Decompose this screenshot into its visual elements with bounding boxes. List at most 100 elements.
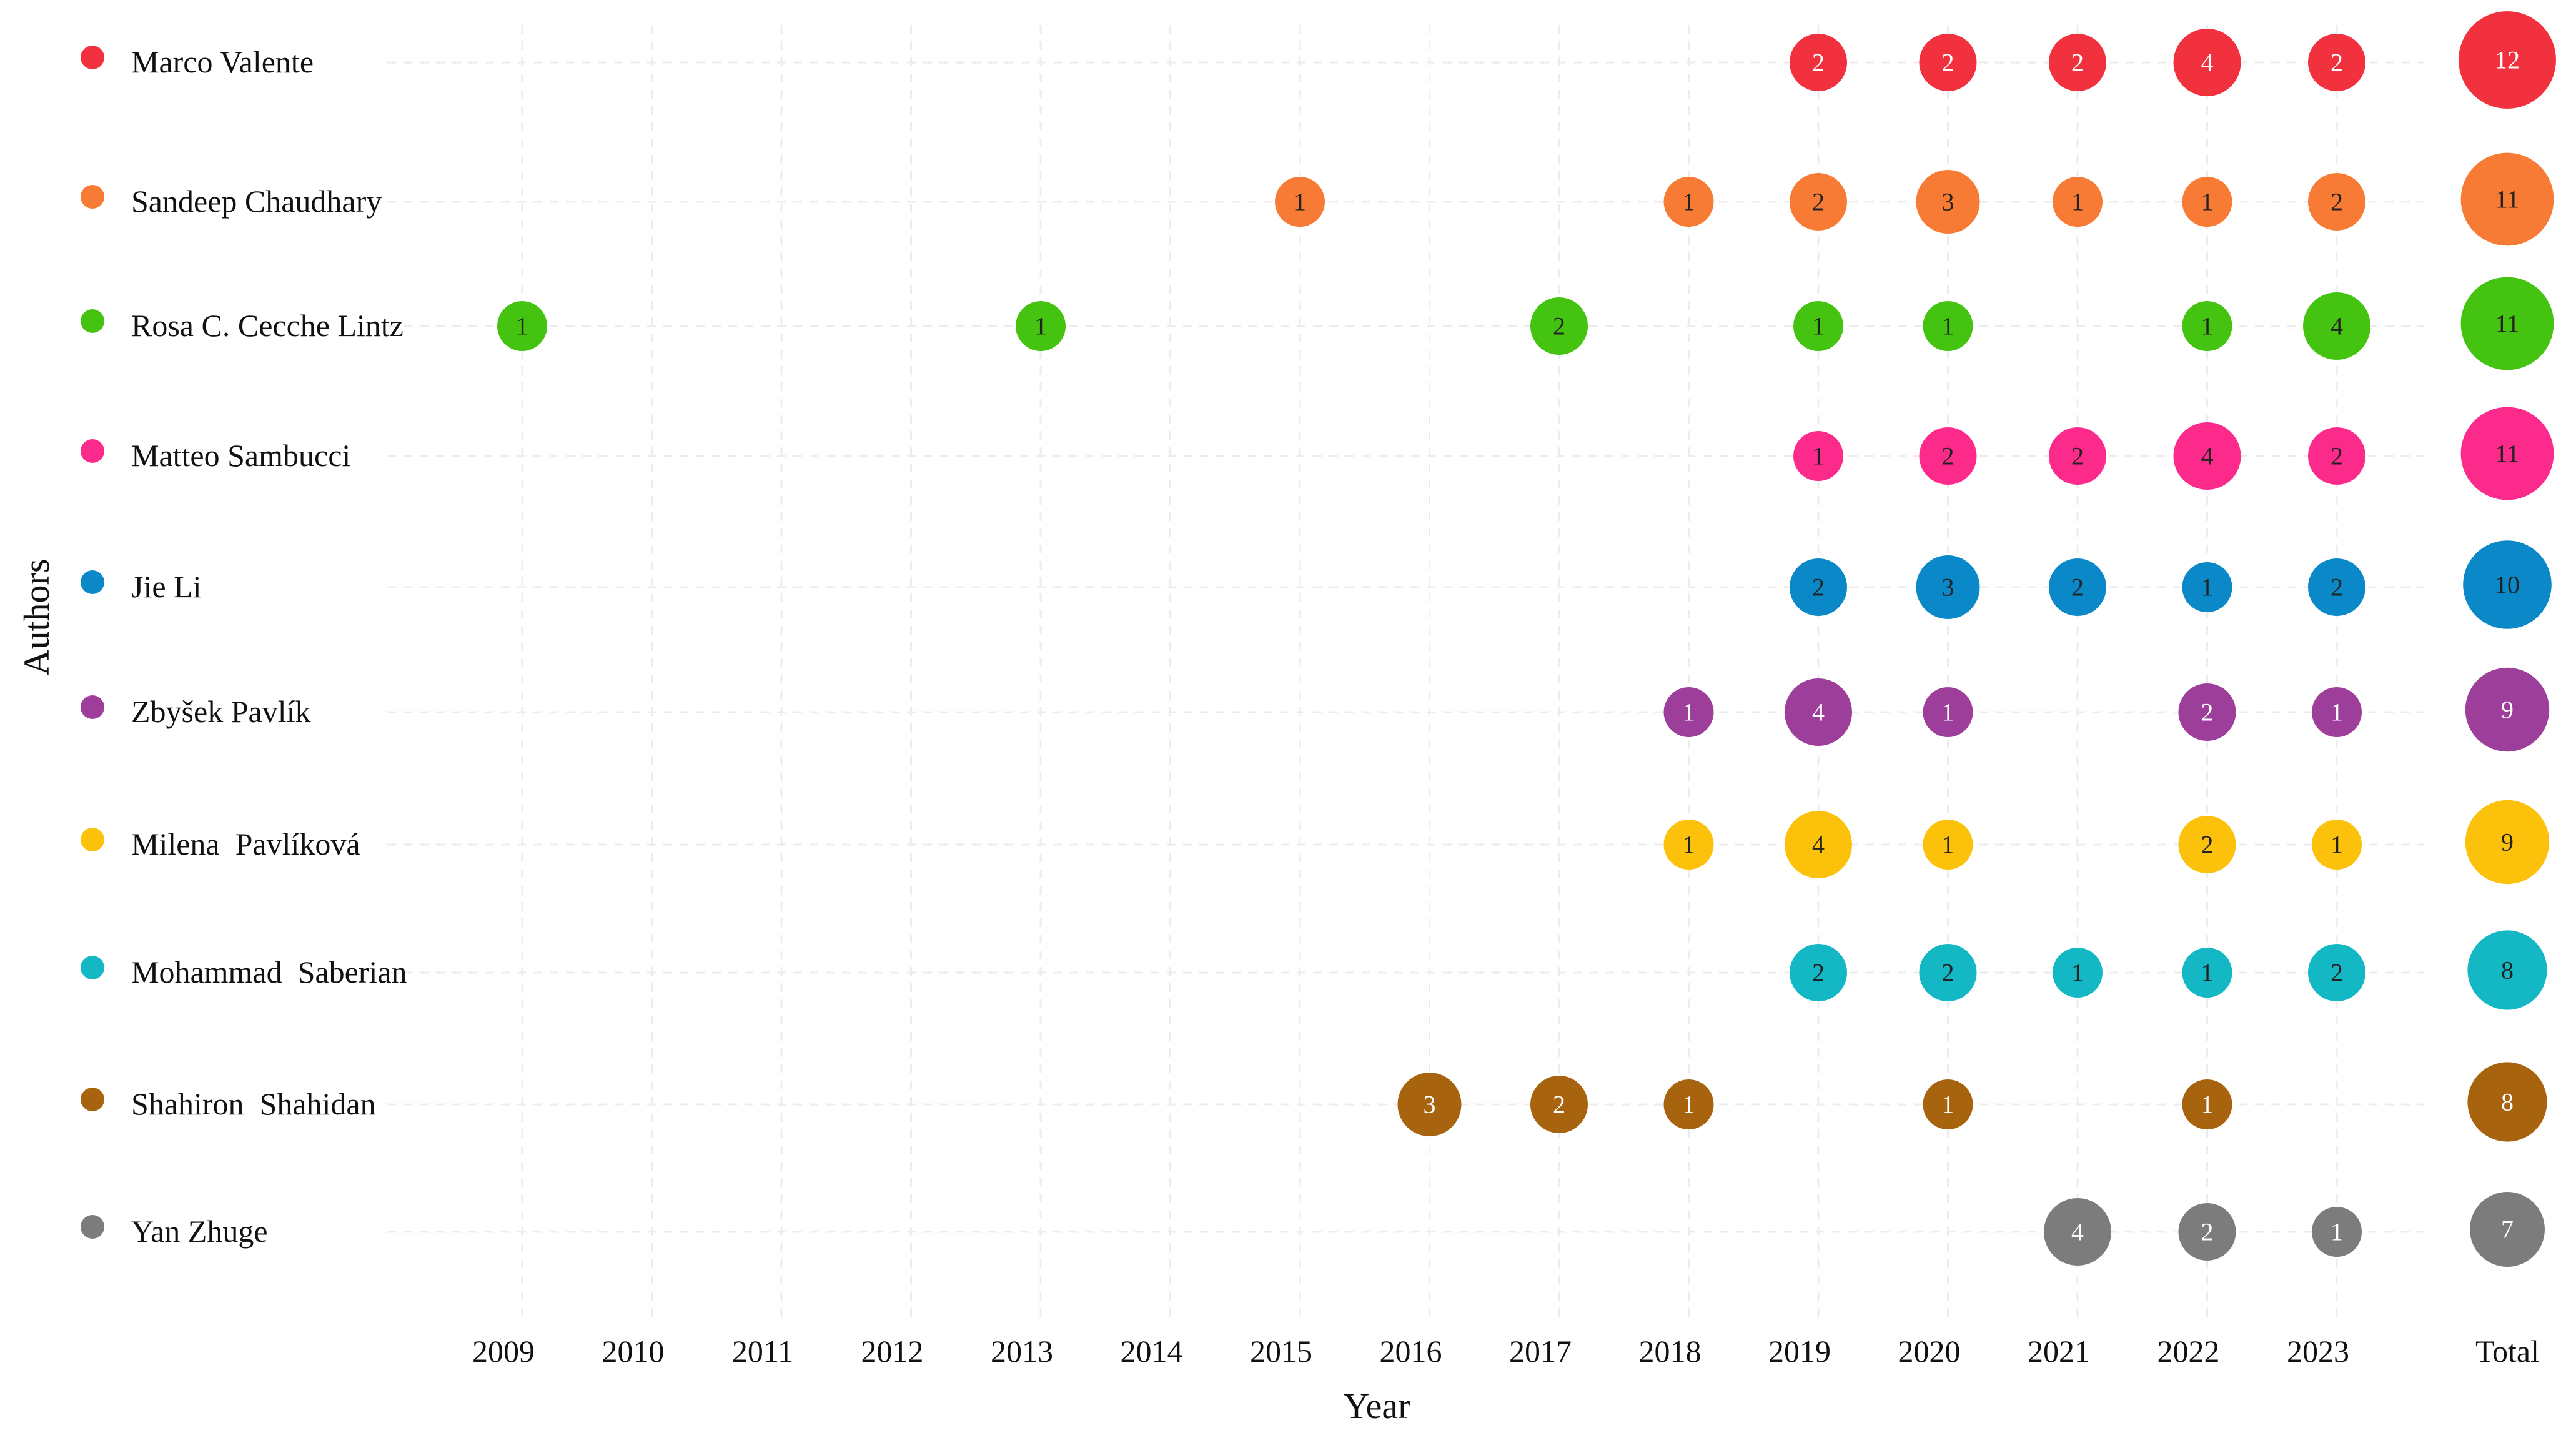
author-color-dot — [81, 309, 104, 333]
author-color-dot — [81, 439, 104, 463]
total-value-label: 10 — [2495, 571, 2520, 599]
bubble — [1790, 173, 1847, 231]
bubble-value-label: 1 — [1683, 831, 1695, 859]
author-label: Milena Pavlíková — [131, 826, 360, 861]
bubble — [1923, 301, 1973, 351]
bubble — [2178, 1203, 2236, 1261]
bubble — [2182, 562, 2232, 612]
bubble-value-label: 1 — [2201, 959, 2214, 987]
bubble — [2303, 292, 2370, 360]
bubble — [1785, 811, 1852, 878]
total-bubble — [2459, 11, 2556, 109]
bubble — [1790, 558, 1847, 616]
bubble-value-label: 2 — [1553, 312, 1565, 340]
total-value-label: 7 — [2501, 1216, 2514, 1244]
bubble-value-label: 1 — [1683, 1091, 1695, 1119]
bubble-value-label: 1 — [2071, 959, 2084, 987]
bubble — [2053, 177, 2103, 227]
x-tick-label: 2016 — [1380, 1334, 1442, 1369]
x-axis-ticks: 2009 2010 2011 2012 2013 2014 2015 2016 2017 2018… — [472, 1334, 2539, 1369]
bubble — [1923, 1079, 1973, 1129]
author-label: Sandeep Chaudhary — [131, 184, 382, 219]
total-value-label: 8 — [2501, 1088, 2514, 1116]
bubble-value-label: 4 — [2071, 1218, 2084, 1246]
x-tick-label: 2017 — [1509, 1334, 1572, 1369]
bubble — [2182, 301, 2232, 351]
author-label: Jie Li — [131, 569, 201, 604]
author-label: Rosa C. Cecche Lintz — [131, 308, 404, 343]
bubble-value-label: 4 — [2201, 49, 2214, 77]
x-tick-label: 2020 — [1898, 1334, 1961, 1369]
bubble-value-label: 1 — [1812, 312, 1825, 340]
bubble-value-label: 1 — [1942, 698, 1954, 726]
bubble-value-label: 1 — [1942, 312, 1954, 340]
bubble-value-label: 4 — [1812, 698, 1825, 726]
x-tick-label: 2013 — [991, 1334, 1053, 1369]
x-tick-label: 2011 — [732, 1334, 793, 1369]
x-tick-label: 2022 — [2157, 1334, 2220, 1369]
bubble — [1785, 678, 1852, 746]
bubble — [1663, 1079, 1714, 1129]
bubble — [2182, 1079, 2232, 1129]
bubble-value-label: 3 — [1942, 573, 1954, 602]
bubble-value-label: 2 — [1812, 959, 1825, 987]
x-tick-label: 2019 — [1768, 1334, 1831, 1369]
author-label: Yan Zhuge — [131, 1214, 268, 1249]
bubble — [2312, 1207, 2362, 1257]
x-tick-label: 2012 — [861, 1334, 924, 1369]
bubble — [2049, 558, 2106, 616]
bubble — [2049, 34, 2106, 91]
author-color-dot — [81, 956, 104, 979]
bubble — [2308, 944, 2365, 1001]
x-tick-label: 2015 — [1250, 1334, 1312, 1369]
bubble — [1919, 34, 1977, 91]
bubble-value-label: 1 — [2201, 312, 2214, 340]
bubble-value-label: 1 — [1294, 188, 1306, 216]
bubble-value-label: 1 — [1683, 188, 1695, 216]
bubble-value-label: 1 — [2071, 188, 2084, 216]
bubble-value-label: 2 — [2071, 573, 2084, 602]
bubble — [1530, 1076, 1588, 1133]
author-color-dot — [81, 1088, 104, 1111]
bubble — [1663, 687, 1714, 737]
x-tick-label: 2018 — [1639, 1334, 1702, 1369]
bubble — [2173, 422, 2241, 490]
bubble-value-label: 2 — [1812, 188, 1825, 216]
bubble — [1793, 301, 1843, 351]
bubble-value-label: 2 — [1812, 573, 1825, 602]
bubble-value-label: 1 — [2331, 831, 2343, 859]
bubble — [2308, 34, 2365, 91]
total-bubble — [2467, 1062, 2547, 1142]
author-label: Marco Valente — [131, 44, 314, 79]
bubble — [2308, 427, 2365, 485]
bubble — [1919, 944, 1977, 1001]
bubble — [2312, 687, 2362, 737]
author-color-dot — [81, 1215, 104, 1239]
author-legend: Marco Valente Sandeep Chaudhary Rosa C. Ce… — [81, 44, 407, 1249]
bubble — [2308, 558, 2365, 616]
bubble — [1923, 820, 1973, 870]
bubble-value-label: 2 — [2331, 573, 2343, 602]
x-tick-label: 2009 — [472, 1334, 535, 1369]
bubble-value-label: 2 — [2331, 188, 2343, 216]
bubble-value-label: 2 — [1812, 49, 1825, 77]
x-axis-title: Year — [1344, 1386, 1410, 1426]
bubble-value-label: 1 — [2201, 573, 2214, 602]
total-value-label: 11 — [2495, 186, 2520, 214]
total-value-label: 11 — [2495, 440, 2520, 468]
bubble — [1790, 944, 1847, 1001]
bubble-value-label: 2 — [2201, 698, 2214, 726]
bubble — [1663, 820, 1714, 870]
bubble-value-label: 1 — [1034, 312, 1047, 340]
bubble — [2049, 427, 2106, 485]
bubble — [1790, 34, 1847, 91]
total-bubble — [2470, 1192, 2545, 1267]
total-bubble — [2460, 277, 2554, 370]
total-bubble — [2460, 152, 2554, 246]
bubble — [1916, 555, 1980, 619]
bubble-value-label: 2 — [1942, 49, 1954, 77]
bubble-value-label: 2 — [2201, 1218, 2214, 1246]
author-color-dot — [81, 570, 104, 594]
author-color-dot — [81, 695, 104, 719]
